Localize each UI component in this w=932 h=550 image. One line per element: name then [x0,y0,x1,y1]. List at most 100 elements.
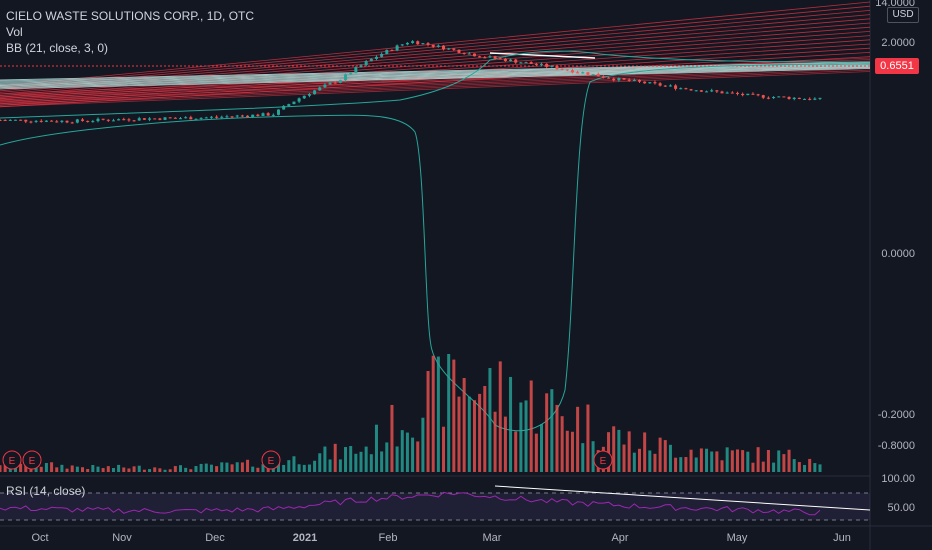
earnings-event-marker [2,450,22,470]
rsi-pane: 100.00 50.00 [0,473,915,521]
time-tick-label: 2021 [293,532,317,544]
volume-bar [380,451,384,472]
candle-body [668,85,672,87]
volume-bar [34,466,38,472]
volume-bar [679,457,683,472]
volume-bar [70,465,74,472]
volume-bar [803,464,807,472]
volume-bar [555,404,559,472]
volume-bar [741,450,745,472]
volume-bar [333,443,337,472]
candle-body [457,49,461,53]
volume-bar [787,449,791,472]
volume-bar [478,393,482,472]
fan-line-teal [0,67,871,89]
candle-body [142,118,146,120]
volume-bar [612,426,616,472]
candle-body [75,119,79,123]
candle-body [503,58,507,62]
candle-body [271,114,275,116]
volume-bar [292,456,296,472]
candle-body [766,97,770,99]
candle-body [163,117,167,120]
candle-body [179,118,183,120]
volume-bar [91,465,95,472]
candle-body [565,69,569,71]
time-tick-label: Mar [483,532,502,544]
volume-bar [545,393,549,472]
candle-body [720,91,724,94]
candle-body [50,120,54,122]
volume-legend[interactable]: Vol [6,25,23,39]
price-tick-label: 14.0000 [875,0,915,9]
candle-body [106,119,110,121]
volume-bar [452,359,456,472]
candle-body [787,96,791,100]
earnings-event-label: E [600,456,607,467]
candle-body [369,58,373,62]
volume-bar [658,437,662,472]
volume-bar [65,468,69,472]
volume-bar [813,463,817,472]
volume-bar [189,469,193,472]
candle-body [39,120,43,122]
candle-body [570,70,574,73]
volume-bar [782,454,786,472]
fan-line-red [0,31,871,98]
candle-body [514,59,518,63]
volume-bar [142,469,146,472]
volume-bar [179,465,183,472]
volume-bar [261,464,265,472]
candle-body [276,109,280,115]
time-axis[interactable]: Oct Nov Dec 2021 Feb Mar Apr May Jun [31,532,850,544]
volume-bar [483,386,487,472]
candle-body [127,119,131,121]
candle-body [323,84,327,88]
candle-body [632,80,636,82]
candle-body [132,120,136,122]
candle-body [689,89,693,91]
candle-body [34,120,38,122]
candle-body [813,98,817,100]
currency-badge[interactable]: USD [887,7,919,23]
candle-body [560,69,564,71]
price-axis[interactable]: 14.0000 2.0000 0.0000 -0.2000 -0.8000 [875,0,915,452]
last-price-badge: 0.6551 [875,58,919,74]
volume-bar [540,424,544,472]
volume-bar [282,464,286,472]
candle-body [225,116,229,118]
candle-body [772,97,776,99]
volume-bar [550,389,554,472]
candle-body [431,44,435,47]
candle-body [199,117,203,119]
bollinger-legend[interactable]: BB (21, close, 3, 0) [6,41,109,55]
volume-bar [50,462,54,472]
candle-body [524,62,528,64]
volume-bar [323,446,327,472]
volume-bar [586,404,590,472]
fan-line-teal [0,66,871,88]
volume-bar [730,450,734,472]
volume-bar [493,411,497,472]
symbol-title[interactable]: CIELO WASTE SOLUTIONS CORP., 1D, OTC [6,9,255,23]
candle-body [653,82,657,84]
rsi-legend[interactable]: RSI (14, close) [6,484,86,498]
volume-bar [240,462,244,472]
volume-bar [416,441,420,472]
candle-body [173,117,177,119]
candle-body [405,42,409,45]
candle-body [395,45,399,51]
volume-bar [19,463,23,472]
volume-bar [447,354,451,472]
candle-body [318,87,322,91]
candle-body [741,93,745,96]
candle-body [44,120,48,122]
fan-line-teal [0,64,871,85]
candle-body [13,119,17,121]
candle-body [761,95,765,98]
volume-bar [442,426,446,472]
bollinger-upper-band [0,50,871,119]
volume-bar [411,437,415,472]
